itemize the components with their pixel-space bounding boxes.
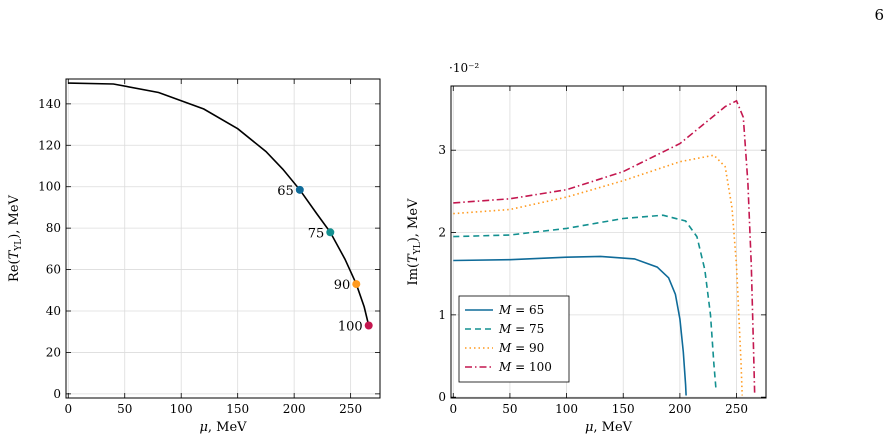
panel-1-point-75 <box>326 228 335 237</box>
legend-label-3: M = 90 <box>498 341 544 355</box>
panel-1-curve <box>68 82 370 326</box>
panel-1-point-65 <box>295 185 304 194</box>
panel-2-y-multiplier: ·10⁻² <box>449 61 479 75</box>
panel-2-ytick-label: 0 <box>438 390 446 404</box>
panel-1-ytick-label: 0 <box>53 387 61 401</box>
panel-1-point-label-100: 100 <box>338 320 363 335</box>
panel-1-xlabel: μ, MeV <box>199 420 247 435</box>
panel-2-xtick-label: 150 <box>612 402 635 416</box>
panel-2-xtick-label: 50 <box>502 402 517 416</box>
panel-1-xtick-label: 0 <box>64 402 72 416</box>
panel-2-series-3 <box>453 154 743 396</box>
panel-1-point-90 <box>352 280 361 289</box>
panel-1-xtick-label: 50 <box>117 402 132 416</box>
panel-1-ytick-label: 60 <box>46 263 61 277</box>
legend: M = 65 M = 75 M = 90 M = 100 <box>458 295 570 383</box>
panel-1-ytick-label: 40 <box>46 304 61 318</box>
panel-2-xtick-label: 250 <box>725 402 748 416</box>
panel-2-xtick-label: 0 <box>449 402 457 416</box>
panel-1-xtick-label: 200 <box>283 402 306 416</box>
panel-1-ytick-label: 20 <box>46 345 61 359</box>
legend-label-2: M = 75 <box>498 322 544 336</box>
panel-1-ytick-label: 100 <box>38 180 61 194</box>
panel-2-series-2 <box>453 214 717 391</box>
panel-2-xlabel: μ, MeV <box>585 420 633 435</box>
panel-1-xtick-label: 150 <box>226 402 249 416</box>
panel-1-point-label-75: 75 <box>308 226 325 241</box>
svg-text:Re(TYL), MeV: Re(TYL), MeV <box>7 194 24 281</box>
legend-label-1: M = 65 <box>498 303 544 317</box>
page-number: 6 <box>874 6 884 24</box>
panel-1-frame <box>65 78 381 399</box>
panel-1-xtick-label: 100 <box>170 402 193 416</box>
panel-2-series-4 <box>453 99 756 396</box>
panel-1-ytick-label: 80 <box>46 221 61 235</box>
svg-text:Im(TYL), MeV: Im(TYL), MeV <box>406 198 423 285</box>
panel-1-ytick-label: 120 <box>38 138 61 152</box>
panel-1-point-label-90: 90 <box>334 278 351 293</box>
panel-2-frame <box>450 85 767 399</box>
panel-2-ylabel: Im(TYL), MeV <box>406 198 423 285</box>
panel-1-ytick-label: 140 <box>38 97 61 111</box>
panel-2-xtick-label: 100 <box>555 402 578 416</box>
panel-2-xtick-label: 200 <box>668 402 691 416</box>
panel-2-ytick-label: 2 <box>438 226 446 240</box>
panel-2-ytick-label: 1 <box>438 308 446 322</box>
legend-label-4: M = 100 <box>498 360 552 374</box>
panel-2-series-1 <box>453 255 687 396</box>
panel-1-point-100 <box>364 321 373 330</box>
panel-2-ytick-label: 3 <box>438 143 446 157</box>
panel-1-point-label-65: 65 <box>277 184 294 199</box>
panel-1-xtick-label: 250 <box>339 402 362 416</box>
panel-1-ylabel: Re(TYL), MeV <box>7 194 24 281</box>
